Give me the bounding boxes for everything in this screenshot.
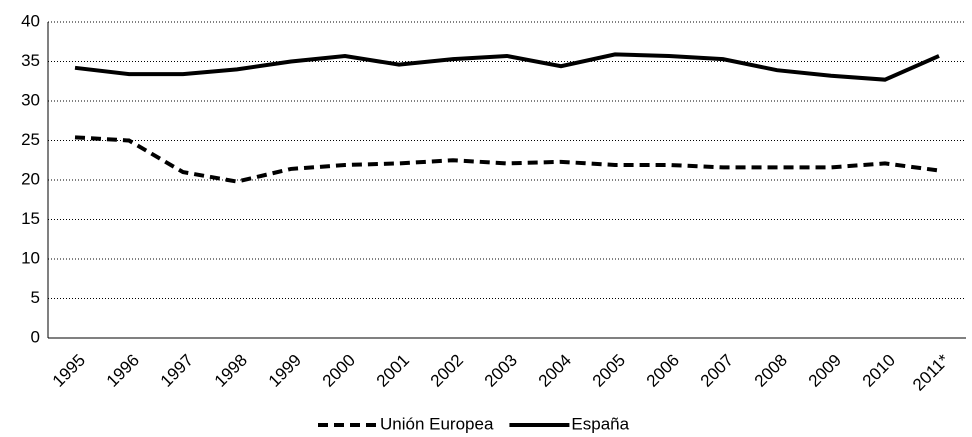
x-tick-label: 1995: [49, 351, 89, 391]
legend-label: Unión Europea: [380, 414, 494, 433]
x-tick-label: 2000: [319, 351, 359, 391]
series-line: [74, 52, 940, 82]
x-tick-label: 2008: [751, 351, 791, 391]
x-tick-label: 2011*: [909, 350, 953, 394]
x-tick-label: 2001: [373, 351, 413, 391]
x-tick-label: 1997: [157, 351, 197, 391]
x-tick-label: 2007: [697, 351, 737, 391]
x-tick-label: 2009: [805, 351, 845, 391]
series-line: [74, 135, 940, 184]
y-tick-label: 0: [31, 327, 40, 346]
x-tick-label: 1999: [265, 351, 305, 391]
x-tick-label: 1998: [211, 351, 251, 391]
x-tick-label: 2002: [427, 351, 467, 391]
y-tick-label: 20: [21, 169, 40, 188]
y-tick-label: 10: [21, 248, 40, 267]
x-tick-label: 1996: [103, 351, 143, 391]
y-tick-label: 5: [31, 288, 40, 307]
y-tick-label: 35: [21, 51, 40, 70]
x-tick-label: 2003: [481, 351, 521, 391]
x-tick-label: 2010: [859, 351, 899, 391]
x-tick-label: 2004: [535, 351, 575, 391]
legend-label: España: [571, 414, 629, 433]
y-tick-label: 25: [21, 130, 40, 149]
y-tick-label: 15: [21, 209, 40, 228]
y-tick-label: 40: [21, 11, 40, 30]
x-tick-label: 2006: [643, 351, 683, 391]
x-tick-label: 2005: [589, 351, 629, 391]
y-tick-label: 30: [21, 90, 40, 109]
